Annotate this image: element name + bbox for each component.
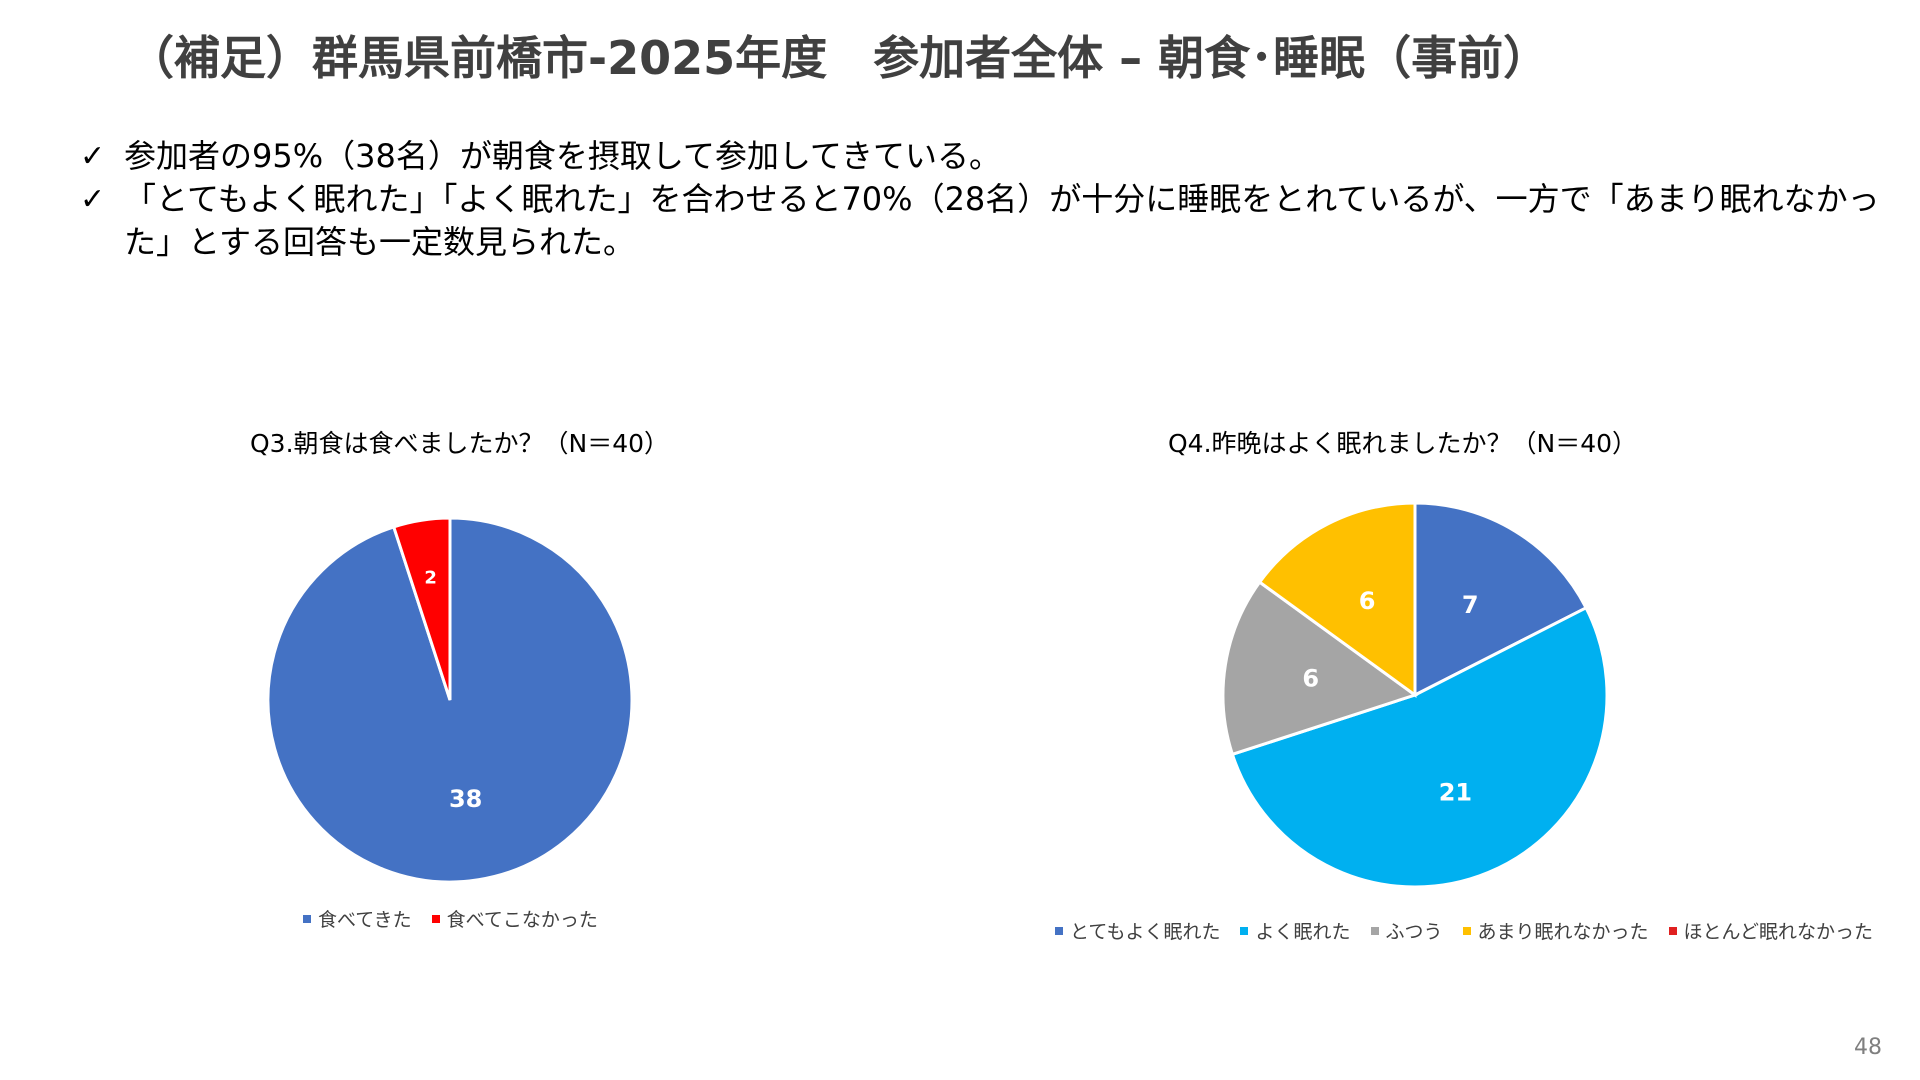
page-number: 48 (1854, 1035, 1882, 1060)
legend-item: とてもよく眠れた (1055, 917, 1220, 944)
pie-data-label: 6 (1359, 587, 1376, 615)
pie-data-label: 7 (1462, 591, 1479, 619)
legend-swatch (1055, 926, 1063, 935)
pie-slice-ふつう (1221, 580, 1419, 757)
legend-swatch (431, 914, 440, 923)
legend-swatch (1240, 926, 1249, 935)
slide-title: （補足）群馬県前橋市-2025年度 参加者全体 – 朝食･睡眠（事前） (128, 31, 1550, 85)
bullet-text: 「とてもよく眠れた」「よく眠れた」を合わせると70%（28名）が十分に睡眠をとれ… (124, 180, 1880, 261)
q3-chart-title: Q3.朝食は食べましたか？（N＝40） (250, 429, 670, 458)
pie-data-label: 2 (424, 567, 437, 588)
legend-item: 食べてこなかった (431, 905, 598, 932)
legend-item: 食べてきた (303, 905, 412, 932)
legend-label: 食べてこなかった (446, 909, 598, 931)
legend-swatch (303, 914, 311, 923)
bullet-list: ✓ 参加者の95%（38名）が朝食を摂取して参加してきている。 ✓ 「とてもよく… (80, 135, 1880, 264)
bullet-text: 参加者の95%（38名）が朝食を摂取して参加してきている。 (124, 137, 1001, 175)
legend-item: ふつう (1370, 917, 1443, 944)
q4-pie-chart: 7 21 6 6 (1221, 501, 1609, 889)
legend-label: ほとんど眠れなかった (1683, 921, 1873, 943)
legend-item: あまり眠れなかった (1462, 917, 1649, 944)
legend-item: よく眠れた (1240, 917, 1351, 944)
pie-slice-とてもよく眠れた (1413, 501, 1589, 698)
q4-chart-title: Q4.昨晩はよく眠れましたか？（N＝40） (1168, 429, 1638, 458)
legend-swatch (1462, 926, 1471, 935)
legend-label: 食べてきた (318, 909, 412, 931)
pie-slice-よく眠れた (1230, 605, 1609, 889)
legend-label: ふつう (1385, 921, 1443, 943)
legend-label: あまり眠れなかった (1477, 921, 1649, 943)
check-icon: ✓ (80, 182, 106, 217)
legend-swatch (1370, 926, 1379, 935)
legend-label: よく眠れた (1255, 921, 1351, 943)
legend-label: とてもよく眠れた (1070, 921, 1221, 943)
q3-pie-chart: 38 2 (266, 516, 634, 884)
legend-item: ほとんど眠れなかった (1668, 917, 1873, 944)
pie-data-label: 21 (1439, 779, 1472, 807)
pie-slice-あまり眠れなかった (1257, 501, 1417, 698)
bullet-item: ✓ 参加者の95%（38名）が朝食を摂取して参加してきている。 (80, 135, 1880, 178)
bullet-item: ✓ 「とてもよく眠れた」「よく眠れた」を合わせると70%（28名）が十分に睡眠を… (80, 178, 1880, 264)
q3-legend: 食べてきた 食べてこなかった (303, 905, 618, 932)
pie-data-label: 6 (1302, 664, 1319, 692)
pie-slice-食べてこなかった (391, 516, 452, 701)
check-icon: ✓ (80, 139, 106, 174)
pie-data-label: 38 (449, 785, 482, 813)
legend-swatch (1668, 926, 1677, 935)
q4-legend: とてもよく眠れた よく眠れた ふつう あまり眠れなかった ほとんど眠れなかった (1055, 917, 1893, 944)
